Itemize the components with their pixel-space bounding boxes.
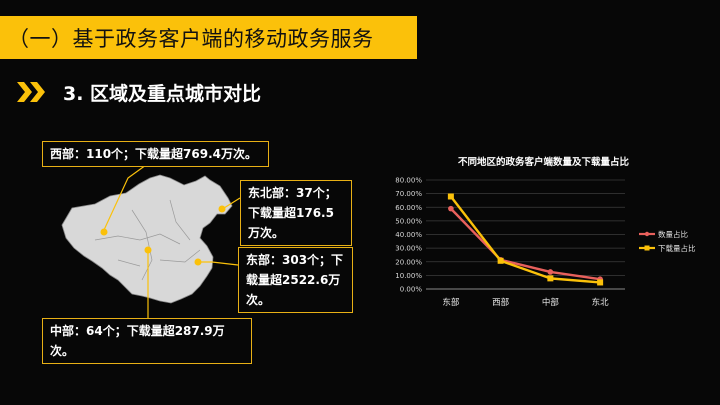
line-chart: 不同地区的政务客户端数量及下载量占比 0.00% 10.00% 20.00% 30.00… [395, 156, 696, 308]
legend-marker [644, 245, 650, 251]
y-tick-label: 20.00% [395, 258, 422, 266]
y-tick-label: 60.00% [395, 204, 422, 212]
title-bar: （一）基于政务客户端的移动政务服务 [0, 16, 417, 59]
y-tick-label: 0.00% [400, 286, 423, 294]
chart-title: 不同地区的政务客户端数量及下载量占比 [458, 156, 630, 168]
data-point [547, 275, 554, 282]
data-point [447, 193, 454, 200]
x-tick-label: 西部 [492, 297, 510, 308]
y-tick-label: 50.00% [395, 217, 422, 225]
double-chevron-icon [17, 82, 45, 102]
data-point [597, 279, 604, 286]
y-tick-label: 30.00% [395, 245, 422, 253]
series-line-2 [449, 195, 601, 284]
y-tick-label: 40.00% [395, 231, 422, 239]
legend-label-1: 数量占比 [658, 229, 688, 239]
x-tick-label: 中部 [542, 297, 560, 308]
data-point [547, 269, 554, 275]
x-tick-label: 东北 [592, 297, 610, 308]
y-tick-label: 10.00% [395, 272, 422, 280]
section-row: 3. 区域及重点城市对比 [15, 78, 261, 106]
data-point [448, 205, 454, 212]
legend-label-2: 下载量占比 [658, 243, 696, 253]
x-tick-label: 东部 [442, 297, 460, 308]
series-line-1 [450, 207, 601, 281]
section-heading: 3. 区域及重点城市对比 [63, 82, 262, 105]
callout-northeast: 东北部：37个；下载量超176.5万次。 [240, 180, 352, 246]
callout-central: 中部：64个；下载量超287.9万次。 [42, 318, 252, 364]
data-point [497, 257, 504, 264]
callout-east: 东部：303个；下载量超2522.6万次。 [238, 247, 353, 313]
y-tick-label: 80.00% [395, 177, 422, 185]
callout-west: 西部：110个；下载量超769.4万次。 [42, 141, 269, 167]
page-title: （一）基于政务客户端的移动政务服务 [8, 26, 374, 51]
china-map-outline [61, 174, 233, 304]
y-tick-label: 70.00% [395, 190, 422, 198]
legend-marker [644, 231, 650, 237]
